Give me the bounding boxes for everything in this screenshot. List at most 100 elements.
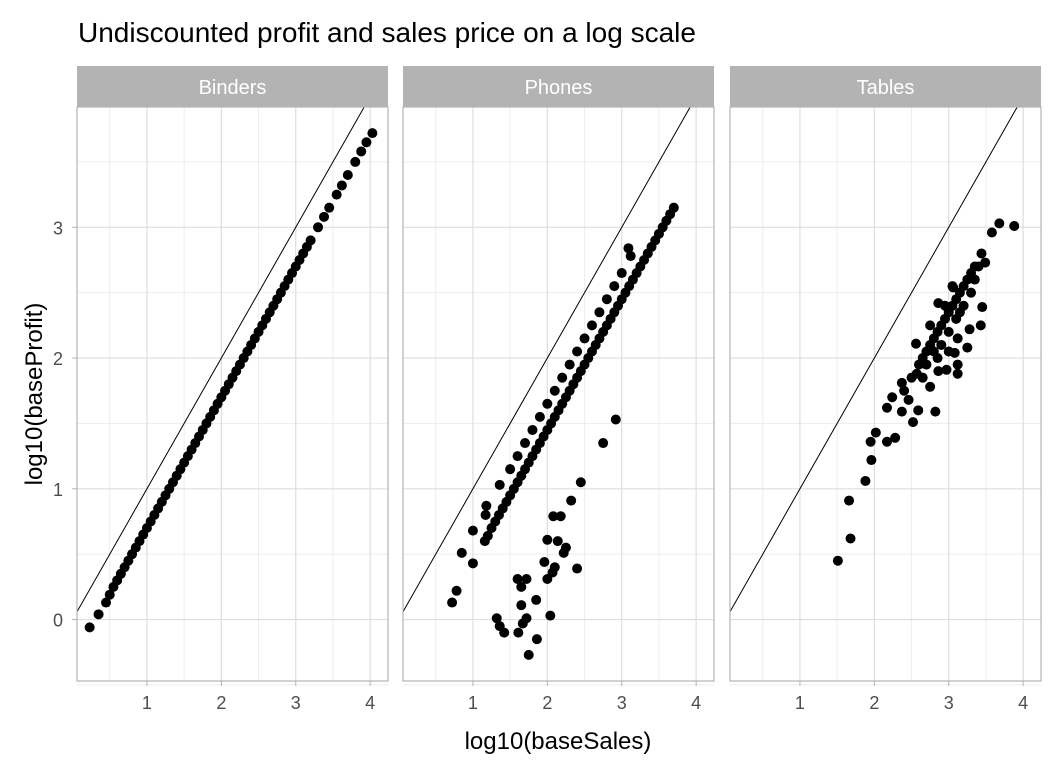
data-point <box>976 248 987 259</box>
data-point <box>342 169 353 180</box>
data-point <box>911 338 922 349</box>
data-point <box>908 417 919 428</box>
data-point <box>986 227 997 238</box>
x-tick-label: 4 <box>365 693 375 713</box>
data-point <box>549 385 560 396</box>
data-point <box>941 364 952 375</box>
y-tick-label: 0 <box>53 611 63 631</box>
data-point <box>913 405 924 416</box>
facet-strip-label: Phones <box>525 77 593 99</box>
data-point <box>336 180 347 191</box>
data-point <box>451 585 462 596</box>
data-point <box>447 597 458 608</box>
data-point <box>367 128 378 139</box>
data-point <box>505 464 516 475</box>
data-point <box>552 536 563 547</box>
data-point <box>481 500 492 511</box>
data-point <box>494 479 505 490</box>
data-point <box>933 366 944 377</box>
data-point <box>969 274 980 285</box>
y-axis-label: log10(baseProfit) <box>21 303 48 486</box>
data-point <box>881 436 892 447</box>
x-tick-label: 3 <box>291 693 301 713</box>
x-tick-label: 1 <box>795 693 805 713</box>
data-point <box>903 394 914 405</box>
data-point <box>542 574 553 585</box>
data-point <box>845 533 856 544</box>
data-point <box>579 333 590 344</box>
data-point <box>906 372 917 383</box>
facet-strip <box>77 66 388 107</box>
panel-border <box>402 106 715 682</box>
data-point <box>964 324 975 335</box>
y-tick-label: 1 <box>53 480 63 500</box>
data-point <box>350 156 361 167</box>
panel-phones: Phones 1 2 3 4 <box>402 66 715 713</box>
data-point <box>977 302 988 313</box>
data-point <box>943 346 954 357</box>
data-point <box>93 609 104 620</box>
data-point <box>520 438 531 449</box>
data-point <box>555 511 566 522</box>
data-point <box>954 307 965 318</box>
data-point <box>966 287 977 298</box>
data-point <box>881 402 892 413</box>
data-point <box>917 372 928 383</box>
data-point <box>962 342 973 353</box>
data-point <box>566 495 577 506</box>
data-point <box>598 438 609 449</box>
data-point <box>305 235 316 246</box>
data-point <box>516 581 527 592</box>
data-point <box>491 613 502 624</box>
data-point <box>331 189 342 200</box>
x-tick-label: 1 <box>142 693 152 713</box>
data-point <box>943 326 954 337</box>
data-point <box>101 597 112 608</box>
reference-line <box>403 107 691 612</box>
data-point <box>865 436 876 447</box>
data-point <box>521 574 532 585</box>
facet-strip-label: Tables <box>857 77 915 99</box>
data-point <box>860 475 871 486</box>
data-point <box>512 451 523 462</box>
data-point <box>516 600 527 611</box>
x-tick-label: 2 <box>542 693 552 713</box>
data-point <box>319 211 330 222</box>
facet-strip-label: Binders <box>199 77 267 99</box>
data-point <box>668 202 679 213</box>
x-tick-label: 3 <box>944 693 954 713</box>
data-point <box>545 610 556 621</box>
data-point <box>531 594 542 605</box>
data-point <box>896 377 907 388</box>
data-point <box>531 634 542 645</box>
x-tick-label: 2 <box>869 693 879 713</box>
data-point <box>104 589 115 600</box>
reference-line <box>77 107 365 612</box>
data-point <box>899 385 910 396</box>
data-point <box>542 534 553 545</box>
x-tick-label: 1 <box>468 693 478 713</box>
data-point <box>542 398 553 409</box>
data-point <box>548 511 559 522</box>
data-point <box>313 222 324 233</box>
data-point <box>890 432 901 443</box>
panel-border <box>729 106 1042 682</box>
facet-strip <box>403 66 714 107</box>
data-point <box>866 455 877 466</box>
data-point <box>625 251 636 262</box>
data-point <box>932 353 943 364</box>
y-tick-label: 3 <box>53 218 63 238</box>
data-point <box>513 627 524 638</box>
x-tick-label: 2 <box>216 693 226 713</box>
data-point <box>936 339 947 350</box>
data-point <box>467 525 478 536</box>
data-point <box>467 558 478 569</box>
data-point <box>940 300 951 311</box>
data-point <box>84 622 95 633</box>
panel-border <box>76 106 389 682</box>
data-point <box>975 320 986 331</box>
data-point <box>921 359 932 370</box>
data-point <box>844 495 855 506</box>
data-point <box>480 509 491 520</box>
